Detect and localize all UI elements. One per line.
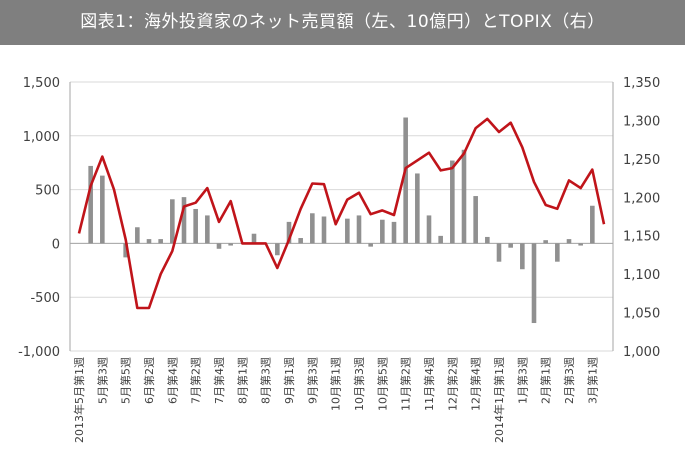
bar (170, 199, 175, 244)
x-tick-label: 2014年1月第1週 (492, 357, 506, 443)
right-tick-label: 1,300 (623, 114, 660, 129)
bar (216, 243, 222, 249)
right-tick-label: 1,150 (623, 230, 660, 245)
bar (123, 243, 128, 258)
right-tick-label: 1,000 (623, 345, 660, 360)
bar (438, 235, 443, 244)
chart: -1,000 -500 0 500 1,000 1,500 1,000 1,050 1,100 1… (18, 76, 660, 443)
bar (298, 238, 303, 244)
bar (135, 227, 140, 244)
bar (485, 236, 490, 244)
bar (555, 243, 560, 262)
right-tick-label: 1,100 (623, 268, 660, 283)
bar (356, 215, 362, 244)
bar (566, 239, 572, 244)
x-tick-label: 12月第2週 (445, 357, 459, 411)
x-tick-label: 3月第1週 (585, 357, 599, 404)
right-tick-label: 1,200 (623, 191, 660, 206)
bar (508, 243, 513, 248)
bar (380, 219, 385, 244)
x-tick-label: 1月第3週 (515, 357, 529, 404)
x-tick-label: 7月第4週 (212, 357, 226, 404)
bar (100, 175, 105, 244)
bar (205, 215, 210, 244)
topix-line (77, 117, 606, 310)
bar (146, 239, 152, 244)
x-tick-label: 6月第4週 (165, 357, 179, 404)
bar (578, 243, 583, 246)
bar (275, 243, 280, 256)
left-tick-label: 0 (52, 237, 60, 252)
bar (181, 197, 187, 244)
x-tick-label: 10月第5週 (375, 357, 389, 411)
x-tick-label: 2月第1週 (539, 357, 553, 404)
bar (496, 243, 502, 262)
bar (461, 149, 467, 244)
x-tick-label: 2月第3週 (562, 357, 576, 404)
bar (543, 240, 548, 244)
bar (345, 218, 350, 244)
x-tick-label: 6月第2週 (142, 357, 156, 404)
bar (193, 208, 198, 244)
x-tick-label: 11月第2週 (399, 357, 413, 411)
x-tick-label: 8月第1週 (235, 357, 249, 404)
right-tick-label: 1,350 (623, 76, 660, 91)
right-tick-label: 1,250 (623, 153, 660, 168)
bar (590, 205, 595, 244)
x-tick-label: 9月第3週 (305, 357, 319, 404)
x-tick-label: 7月第2週 (189, 357, 203, 404)
x-tick-label: 8月第3週 (259, 357, 273, 404)
bar (520, 243, 525, 270)
bar (310, 213, 315, 244)
x-tick-label: 10月第1週 (329, 357, 343, 411)
bar (158, 239, 163, 244)
left-tick-label: 1,500 (23, 76, 60, 91)
x-tick-label: 12月第4週 (469, 357, 483, 411)
x-tick-label: 2013年5月第1週 (72, 357, 86, 443)
x-tick-label: 5月第3週 (95, 357, 109, 404)
bar (426, 215, 432, 244)
bar (286, 221, 292, 244)
left-tick-label: -1,000 (18, 345, 60, 360)
bar (531, 243, 537, 324)
left-tick-label: -500 (30, 291, 60, 306)
bar (251, 233, 257, 244)
bar (391, 221, 397, 244)
bar (415, 173, 420, 244)
x-tick-label: 11月第4週 (422, 357, 436, 411)
x-tick-label: 9月第1週 (282, 357, 296, 404)
x-tick-label: 10月第3週 (352, 357, 366, 411)
bar (321, 216, 327, 244)
chart-title: 図表1：海外投資家のネット売買額（左、10億円）とTOPIX（右） (0, 0, 685, 45)
left-tick-label: 1,000 (23, 130, 60, 145)
bar (473, 196, 478, 244)
right-tick-label: 1,050 (623, 307, 660, 322)
left-tick-label: 500 (35, 184, 60, 199)
bar (88, 165, 93, 244)
bar (450, 160, 455, 244)
bar (403, 117, 408, 244)
bar (228, 243, 233, 246)
x-tick-label: 5月第5週 (119, 357, 133, 404)
bar (368, 243, 373, 247)
